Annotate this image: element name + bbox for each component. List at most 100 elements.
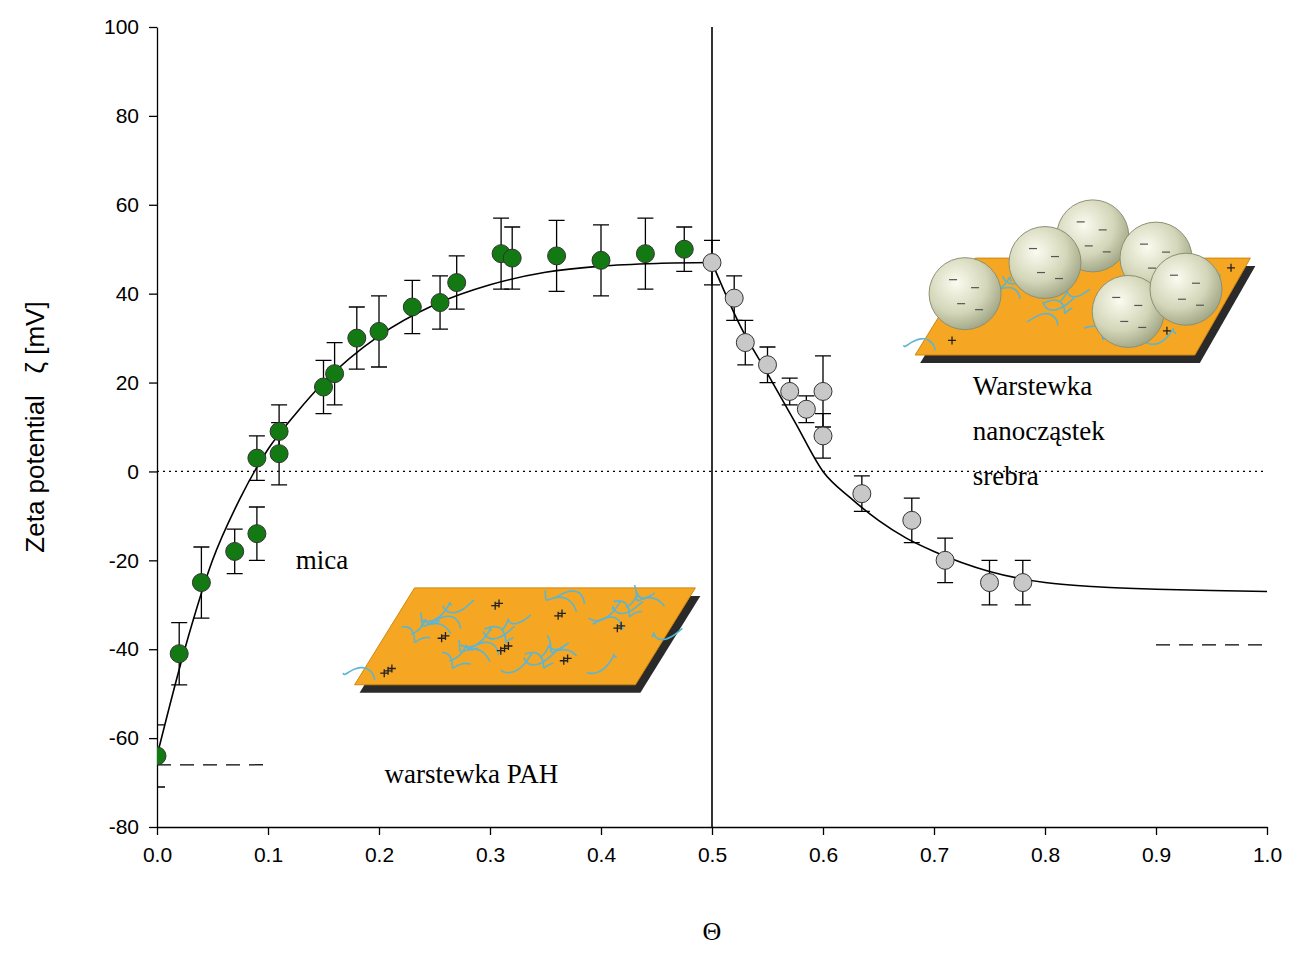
charge-minus — [1051, 256, 1059, 257]
tick-mark — [149, 27, 157, 28]
tick: -40 — [109, 637, 157, 660]
tick: -60 — [109, 726, 157, 749]
error-bar — [549, 220, 565, 291]
annotation: mica — [296, 545, 348, 575]
tick-label: 60 — [116, 193, 139, 216]
error-bar — [854, 476, 870, 512]
tick-mark — [149, 294, 157, 295]
polymer-chain — [442, 652, 471, 668]
error-bar — [227, 529, 243, 573]
charge-minus — [1103, 251, 1111, 252]
point — [370, 322, 388, 340]
polymer-chain — [449, 645, 478, 661]
tick-label: 100 — [104, 15, 139, 38]
error-bar — [404, 280, 420, 333]
charge-plus — [617, 622, 625, 630]
x-axis: 0.00.10.20.30.40.50.60.70.80.91.0 — [143, 827, 1282, 866]
error-bar — [432, 276, 448, 329]
polymer-chain — [401, 627, 430, 642]
error-bar — [1015, 560, 1031, 604]
tick-mark — [268, 827, 269, 835]
charge-plus — [388, 665, 396, 673]
tick: 0.2 — [365, 827, 394, 866]
y-axis: -80-60-40-20020406080100 — [104, 15, 158, 838]
tick: 0.4 — [587, 827, 617, 866]
point — [853, 485, 871, 503]
error-bar — [249, 436, 265, 480]
tick: 0.5 — [698, 827, 727, 866]
point — [248, 449, 266, 467]
tick: 0.7 — [920, 827, 949, 866]
polymer-chain — [587, 654, 617, 673]
polymer-chain — [525, 653, 554, 668]
polymer-chain — [411, 619, 440, 634]
tick-mark — [1045, 827, 1046, 835]
tick: 100 — [104, 15, 157, 38]
point — [270, 422, 288, 440]
tick-label: -80 — [109, 815, 139, 838]
annotation-line: srebra — [973, 461, 1039, 491]
tick-label: 0.0 — [143, 843, 172, 866]
error-bar — [782, 378, 798, 405]
charge-minus — [975, 309, 983, 310]
tick: 20 — [116, 371, 157, 394]
error-bar — [904, 498, 920, 542]
error-bar — [704, 240, 720, 284]
tick: 0.9 — [1142, 827, 1171, 866]
polymer-chain — [502, 615, 531, 630]
tick-label: 0.5 — [698, 843, 727, 866]
polymer-chain — [1043, 300, 1072, 313]
tick-mark — [149, 649, 157, 650]
point — [348, 329, 366, 347]
error-bar — [982, 560, 998, 604]
tick-mark — [712, 827, 713, 835]
charge-plus — [948, 336, 956, 344]
tick-mark — [149, 382, 157, 383]
tick: 0.0 — [143, 827, 172, 866]
line — [712, 263, 1267, 592]
point — [270, 445, 288, 463]
polymer-chain — [547, 635, 577, 655]
charge-minus — [1148, 268, 1156, 269]
silver-plate — [904, 200, 1256, 363]
point — [781, 382, 799, 400]
annotation-line: Warstewka — [973, 371, 1092, 401]
charge-minus — [1138, 327, 1146, 328]
point — [403, 298, 421, 316]
charge-minus — [1099, 229, 1107, 230]
error-bar — [171, 623, 187, 685]
pah-plate — [343, 585, 700, 693]
point — [326, 365, 344, 383]
annotations: mica warstewka PAH Warstewkananocząsteksre… — [296, 371, 1106, 789]
point — [981, 574, 999, 592]
charge-minus — [1196, 305, 1204, 306]
chart: 0.00.10.20.30.40.50.60.70.80.91.0-80-60-… — [0, 0, 1292, 957]
point — [157, 747, 166, 765]
polymer-chain — [545, 590, 576, 611]
error-bar — [327, 343, 343, 405]
plot-marks — [157, 27, 1267, 827]
tick-label: -20 — [109, 549, 139, 572]
polymer-chain — [904, 339, 935, 351]
annotation-line: warstewka PAH — [385, 759, 559, 789]
line — [711, 27, 713, 827]
annotation: Warstewkananocząsteksrebra — [973, 371, 1105, 491]
point — [431, 294, 449, 312]
tick-label: 0.9 — [1142, 843, 1171, 866]
polymer-chain — [589, 602, 620, 621]
tick-mark — [379, 827, 380, 835]
polymer-chain — [1043, 299, 1074, 311]
error-bar — [760, 347, 776, 383]
charge-minus — [1029, 248, 1037, 249]
tick-mark — [149, 471, 157, 472]
polymer-chain — [614, 601, 643, 616]
point — [636, 245, 654, 263]
error-bar — [676, 227, 692, 271]
polymer-chain — [1027, 314, 1058, 325]
dashed-line — [1156, 644, 1267, 645]
tick-label: 0.3 — [476, 843, 505, 866]
axis-line — [157, 28, 158, 828]
charge-minus — [971, 287, 979, 288]
error-bar — [449, 256, 465, 309]
tick-label: 40 — [116, 282, 139, 305]
